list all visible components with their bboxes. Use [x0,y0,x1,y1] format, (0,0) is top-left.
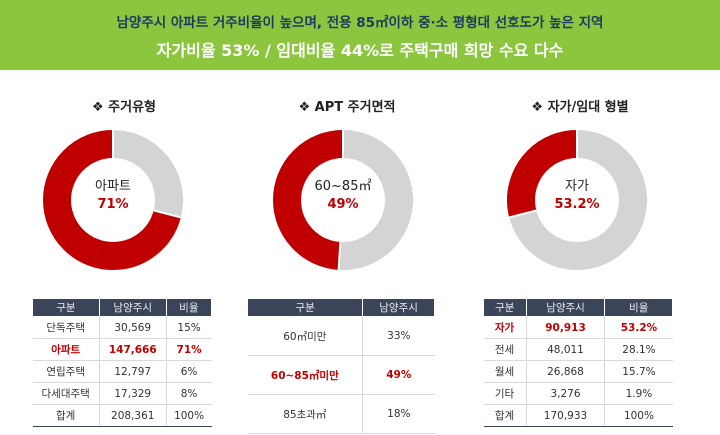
donut-center-value: 71% [97,197,129,212]
table-row: 월세 26,868 15.7% [483,360,673,383]
column-header: 남양주시 [362,298,435,317]
table-row: 연립주택 12,797 6% [32,360,212,383]
donut-chart-apt-area [273,130,413,270]
table-cell: 전세 [483,338,527,361]
table-cell: 합계 [32,404,100,427]
table-header-row: 구분 남양주시 [246,298,435,317]
table-cell: 12,797 [98,360,167,383]
table-cell: 49% [362,355,435,395]
table-row: 자가 90,913 53.2% [483,316,673,339]
table-header-row: 구분 남양주시 비율 [32,298,213,317]
table-cell: 26,868 [525,360,605,383]
donut-center-tenure: 자가 53.2% [505,178,649,214]
tenure-table: 구분 남양주시 비율 자가 90,913 53.2% 전세 48,011 28.1% 월세 26,8… [483,298,673,427]
table-cell: 15% [165,316,212,339]
table-row: 단독주택 30,569 15% [32,316,212,339]
table-cell: 월세 [483,360,527,383]
table-cell: 53.2% [604,316,673,339]
column-header: 비율 [604,298,673,317]
table-row: 전세 48,011 28.1% [483,338,673,361]
table-cell: 170,933 [525,404,605,427]
table-cell: 15.7% [604,360,673,383]
table-cell: 3,276 [525,382,605,405]
summary-banner: 남양주시 아파트 거주비율이 높으며, 전용 85㎡이하 중·소 평형대 선호도… [0,0,720,70]
table-cell: 단독주택 [32,316,100,339]
table-cell: 6% [165,360,212,383]
table-cell: 자가 [483,316,527,339]
table-cell: 17,329 [98,382,167,405]
donut-center-apt-area: 60~85㎡ 49% [271,178,415,214]
table-cell: 8% [165,382,212,405]
donut-center-name: 자가 [565,179,589,194]
donut-center-name: 아파트 [95,179,131,194]
table-cell: 합계 [483,404,527,427]
table-cell: 60~85㎡미만 [247,355,363,395]
table-cell: 208,361 [98,404,167,427]
table-cell: 33% [362,316,435,356]
table-cell: 85초과㎡ [247,394,363,434]
table-row: 60~85㎡미만 49% [247,355,435,395]
column-header: 구분 [32,298,100,317]
table-cell: 60㎡미만 [247,316,363,356]
donut-center-value: 53.2% [554,197,600,212]
table-cell: 1.9% [604,382,673,405]
column-header: 구분 [483,298,527,317]
donut-chart-housing-type [43,130,183,270]
section-title-apt-area: ❖ APT 주거면적 [298,100,396,115]
column-header: 구분 [246,298,364,317]
column-header: 남양주시 [98,298,167,317]
table-header-row: 구분 남양주시 비율 [483,298,673,317]
section-title-housing-type: ❖ 주거유형 [91,100,157,115]
table-cell: 기타 [483,382,527,405]
apt-area-table: 구분 남양주시 60㎡미만 33% 60~85㎡미만 49% 85초과㎡ 18% [246,298,435,434]
table-row: 기타 3,276 1.9% [483,382,673,405]
donut-chart-tenure [507,130,647,270]
banner-headline: 남양주시 아파트 거주비율이 높으며, 전용 85㎡이하 중·소 평형대 선호도… [116,15,604,31]
donut-divider [508,209,537,219]
table-cell: 147,666 [98,338,167,361]
table-cell: 30,569 [98,316,167,339]
table-row: 60㎡미만 33% [247,316,435,356]
table-row: 아파트 147,666 71% [32,338,212,361]
table-row: 합계 208,361 100% [32,404,212,427]
table-cell: 100% [604,404,673,427]
donut-center-housing-type: 아파트 71% [41,178,185,214]
donut-divider [153,209,182,219]
column-header: 비율 [165,298,213,317]
table-row: 다세대주택 17,329 8% [32,382,212,405]
table-cell: 71% [165,338,212,361]
table-cell: 아파트 [32,338,100,361]
table-row: 합계 170,933 100% [483,404,673,427]
table-cell: 100% [165,404,212,427]
table-cell: 다세대주택 [32,382,100,405]
table-cell: 28.1% [604,338,673,361]
donut-divider [337,241,342,270]
donut-center-value: 49% [327,197,359,212]
banner-subheadline: 자가비율 53% / 임대비율 44%로 주택구매 희망 수요 다수 [156,41,564,60]
donut-center-name: 60~85㎡ [314,179,372,194]
housing-type-table: 구분 남양주시 비율 단독주택 30,569 15% 아파트 147,666 71% 연립주택 12… [32,298,213,427]
table-cell: 연립주택 [32,360,100,383]
section-title-tenure: ❖ 자가/임대 형별 [531,100,629,115]
column-header: 남양주시 [525,298,606,317]
table-cell: 48,011 [525,338,605,361]
table-row: 85초과㎡ 18% [247,394,435,434]
table-cell: 90,913 [525,316,605,339]
table-cell: 18% [362,394,435,434]
